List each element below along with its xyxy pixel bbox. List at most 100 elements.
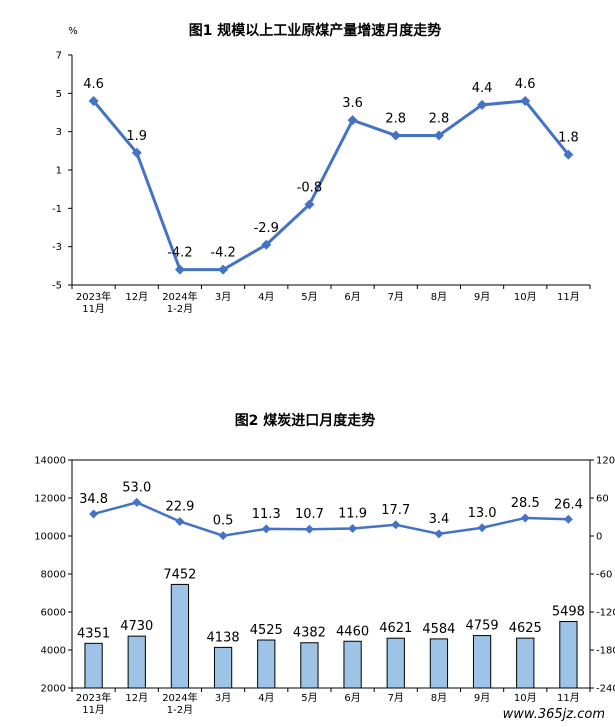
chart-2-right-y-tick-label: 60	[596, 494, 609, 505]
chart-2-bar-label: 4584	[422, 622, 455, 637]
chart-1-y-tick-label: 5	[56, 89, 62, 100]
chart-2-point	[520, 513, 530, 523]
chart-1-series-line	[92, 99, 570, 272]
chart-2-bar	[386, 637, 405, 689]
chart-1-x-tick-label: 8月	[431, 291, 447, 303]
chart-2-line-label: 17.7	[381, 503, 410, 518]
watermark-text: www.365jz.com	[503, 707, 605, 722]
chart-1-x-tick-label: 7月	[388, 291, 404, 303]
chart-2-bar	[343, 640, 362, 689]
chart-2-left-y-tick-label: 14000	[34, 456, 66, 467]
chart-2-bar	[559, 621, 578, 689]
chart-1-x-tick-label: 4月	[258, 291, 274, 303]
chart-2-x-tick-label: 4月	[258, 692, 274, 704]
chart-1-x-tick-label: 6月	[344, 291, 360, 303]
chart-1-data-label: -2.9	[254, 221, 279, 236]
chart-2-right-y-tick-label: -240	[596, 684, 615, 695]
chart-2-bar-label: 4138	[207, 630, 240, 645]
chart-1-data-label: -4.2	[167, 246, 192, 261]
chart-2-point	[563, 514, 573, 524]
chart-2-title: 图2 煤炭进口月度走势	[235, 412, 376, 429]
chart-2-point	[304, 524, 314, 534]
chart-2-left-y-tick-label: 6000	[41, 608, 66, 619]
chart-2-right-y-tick-label: 120	[596, 456, 615, 467]
chart-1-point	[174, 264, 185, 275]
chart-2-bar-series: 4351 4730 7452 4138 4525 4382 4460 4621 4584 4759…	[77, 567, 585, 689]
chart-2-right-y-tick-label: -120	[596, 608, 615, 619]
chart-2-x-tick-label: 8月	[431, 692, 447, 704]
chart-1-data-label: 4.6	[515, 77, 536, 92]
chart-1-y-tick-label: -3	[52, 242, 62, 253]
chart-1-y-tick-label: 1	[56, 166, 62, 177]
chart-2-bar	[170, 583, 190, 689]
chart-2-line-label: 3.4	[429, 512, 450, 527]
chart-2-bar-label: 7452	[163, 567, 196, 582]
chart-1-x-tick-label: 2023年 11月	[76, 290, 111, 315]
chart-1-point	[477, 99, 488, 110]
chart-2-line-label: 11.9	[338, 506, 367, 521]
chart-2-x-tick-label: 9月	[474, 692, 490, 704]
chart-1-point	[304, 199, 315, 210]
chart-1-data-label: 2.8	[429, 112, 450, 127]
chart-1-y-tick-label: -1	[52, 204, 62, 215]
chart-1-data-label: 4.4	[472, 81, 493, 96]
chart-2-right-y-axis: 120 60 0 -60 -120 -180 -240	[590, 456, 615, 695]
chart-1-point	[347, 115, 358, 126]
chart-2-left-y-tick-label: 2000	[41, 684, 66, 695]
chart-1-point	[563, 149, 574, 160]
chart-2-bar-label: 5498	[552, 605, 585, 620]
chart-1-x-tick-label: 3月	[215, 291, 231, 303]
chart-2-line-label: 10.7	[295, 507, 324, 522]
chart-1-unit-label: %	[68, 26, 78, 37]
chart-2-line-label: 22.9	[165, 499, 194, 514]
chart-1-x-tick-label: 5月	[301, 291, 317, 303]
chart-2-point	[175, 516, 185, 526]
chart-1-data-label: 1.8	[558, 131, 579, 146]
chart-2-left-y-tick-label: 4000	[41, 646, 66, 657]
chart-2-left-y-tick-label: 12000	[34, 494, 66, 505]
chart-1-point	[88, 96, 99, 106]
chart-2-left-y-axis: 14000 12000 10000 8000 6000 4000 2000	[34, 456, 72, 695]
chart-2-x-tick-label: 11月	[557, 692, 580, 704]
chart-2-line-label: 53.0	[122, 480, 151, 495]
chart-2-x-tick-label: 10月	[514, 692, 537, 704]
chart-1-point	[218, 264, 229, 275]
chart-1-point	[433, 130, 444, 141]
chart-2-series-line	[93, 501, 569, 537]
chart-2-left-y-tick-label: 8000	[41, 570, 66, 581]
chart-2-bar	[429, 638, 449, 689]
chart-1-y-tick-label: 3	[56, 127, 62, 138]
chart-2-point	[434, 529, 444, 539]
chart-2-bar-label: 4351	[77, 626, 110, 641]
chart-2-x-tick-label: 3月	[215, 692, 231, 704]
chart-1-data-label: -0.8	[297, 181, 322, 196]
chart-1-x-tick-label: 2024年 1-2月	[162, 290, 197, 315]
chart-2-x-tick-label: 2023年 11月	[76, 691, 111, 716]
chart-2-bar	[472, 635, 492, 689]
chart-2-bar	[213, 646, 233, 689]
chart-2-bar-label: 4621	[379, 621, 412, 636]
chart-2-left-y-tick-label: 10000	[34, 532, 66, 543]
chart-2-line-series: 34.8 53.0 22.9 0.5 11.3 10.7 11.9 17.7 3.4 13.0 28…	[79, 480, 583, 541]
chart-2-x-tick-label: 7月	[388, 692, 404, 704]
chart-2-x-tick-label: 5月	[301, 692, 317, 704]
chart-1-data-label: -4.2	[210, 246, 235, 261]
chart-1-x-axis: 2023年 11月 12月 2024年 1-2月 3月 4月 5月 6月 7月 8月 9月 10月 11月	[71, 285, 591, 315]
chart-1-y-axis: 7 5 3 1 -1 -3 -5	[52, 51, 73, 292]
chart-2-right-y-tick-label: -180	[596, 646, 615, 657]
chart-1-y-tick-label: -5	[52, 281, 62, 292]
chart-2-right-y-tick-label: -60	[596, 570, 612, 581]
chart-2-bar	[127, 635, 146, 689]
chart-1-data-label: 4.6	[83, 77, 104, 92]
chart-1-x-tick-label: 10月	[514, 291, 537, 303]
chart-2-x-tick-label: 2024年 1-2月	[162, 691, 197, 716]
chart-2-bar-label: 4625	[509, 621, 542, 636]
chart-2-point	[132, 497, 142, 507]
chart-1-x-tick-label: 11月	[557, 291, 580, 303]
chart-2-bar-label: 4525	[250, 623, 283, 638]
chart-2-line-label: 26.4	[554, 497, 583, 512]
chart-1-y-tick-label: 7	[56, 51, 62, 62]
chart-2-line-label: 34.8	[79, 492, 108, 507]
chart-2-bar	[300, 642, 319, 689]
